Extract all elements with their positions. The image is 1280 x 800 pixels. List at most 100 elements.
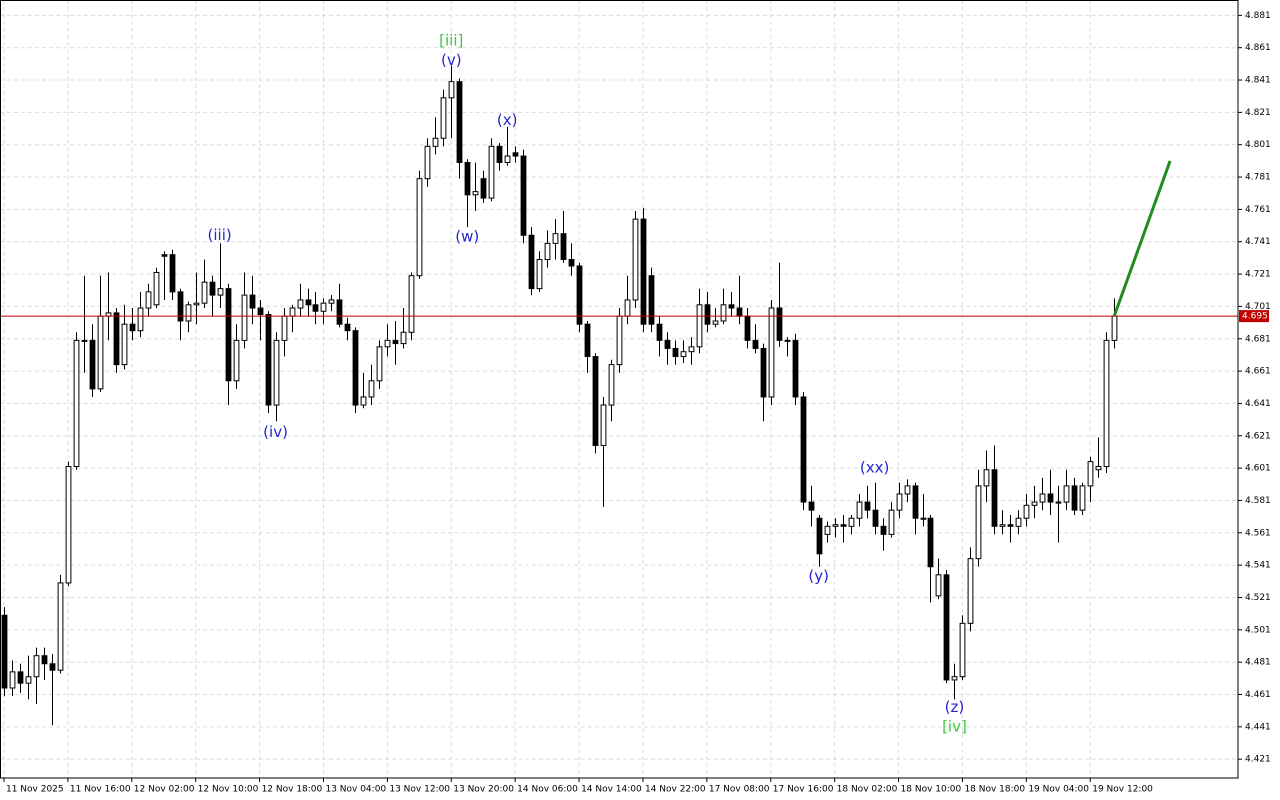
candle-body: [664, 339, 671, 349]
y-tick-label: 4.641: [1245, 399, 1271, 409]
candle-body: [241, 294, 248, 341]
x-tick-label: 13 Nov 20:00: [453, 785, 514, 795]
candle-body: [81, 339, 88, 342]
y-tick-label: 4.741: [1245, 237, 1271, 247]
candle-body: [456, 81, 463, 164]
x-tick-label: 12 Nov 10:00: [198, 785, 259, 795]
y-tick-label: 4.441: [1245, 722, 1271, 732]
y-tick-label: 4.521: [1245, 593, 1271, 603]
candle-body: [672, 347, 679, 358]
candle-body: [488, 145, 495, 199]
wave-label: (iii): [208, 226, 232, 244]
candle-body: [1063, 485, 1070, 503]
candle-body: [416, 178, 423, 277]
candle-body: [608, 364, 615, 406]
candle-body: [297, 299, 304, 309]
x-tick-label: 19 Nov 12:00: [1092, 785, 1153, 795]
candle-body: [1087, 461, 1094, 487]
candle-body: [33, 655, 40, 678]
candle-body: [129, 323, 136, 332]
candle-body: [161, 254, 168, 257]
x-tick-label: 12 Nov 18:00: [262, 785, 323, 795]
candle-body: [856, 501, 863, 519]
candle-body: [97, 315, 104, 390]
current-price-box: [1239, 310, 1269, 323]
y-tick-label: 4.881: [1245, 11, 1271, 21]
candle-body: [824, 525, 831, 535]
candle-body: [792, 339, 799, 398]
candle-body: [17, 671, 24, 684]
y-tick-label: 4.701: [1245, 302, 1271, 312]
candle-body: [480, 178, 487, 199]
x-tick-label: 12 Nov 02:00: [134, 785, 195, 795]
candle-body: [712, 320, 719, 325]
candle-body: [544, 242, 551, 261]
candle-body: [273, 339, 280, 406]
y-tick-label: 4.721: [1245, 270, 1271, 280]
y-tick-label: 4.801: [1245, 140, 1271, 150]
candle-body: [344, 323, 351, 332]
candle-body: [9, 671, 16, 689]
wave-label: (z): [945, 698, 965, 716]
candle-body: [113, 312, 120, 366]
candle-body: [568, 259, 575, 267]
candle-body: [840, 524, 847, 527]
candle-body: [872, 509, 879, 527]
candle-body: [680, 351, 687, 358]
x-tick-label: 17 Nov 08:00: [709, 785, 770, 795]
candle-body: [600, 404, 607, 446]
candle-body: [512, 152, 519, 157]
wave-label: (x): [497, 111, 518, 129]
candle-body: [281, 315, 288, 341]
candle-body: [352, 330, 359, 406]
candle-body: [233, 339, 240, 382]
candle-body: [744, 315, 751, 341]
y-tick-label: 4.501: [1245, 625, 1271, 635]
candle-body: [312, 304, 319, 312]
candle-body: [249, 294, 256, 309]
candle-body: [536, 259, 543, 290]
candle-body: [520, 155, 527, 236]
candle-body: [896, 493, 903, 511]
candle-body: [728, 304, 735, 309]
candle-body: [432, 137, 439, 147]
candle-body: [289, 307, 296, 317]
candle-body: [975, 485, 982, 560]
candle-body: [648, 275, 655, 325]
x-tick-label: 14 Nov 14:00: [581, 785, 642, 795]
candle-body: [137, 307, 144, 332]
candle-body: [41, 655, 48, 665]
candle-body: [720, 304, 727, 322]
x-tick-label: 11 Nov 16:00: [70, 785, 131, 795]
candle-body: [848, 517, 855, 527]
candle-body: [496, 145, 503, 164]
candle-body: [927, 517, 934, 568]
y-tick-label: 4.621: [1245, 431, 1271, 441]
candle-body: [1055, 501, 1062, 504]
candle-body: [201, 281, 208, 304]
candle-body: [57, 582, 64, 671]
y-tick-label: 4.681: [1245, 334, 1271, 344]
x-tick-label: 18 Nov 02:00: [837, 785, 898, 795]
x-tick-label: 17 Nov 16:00: [773, 785, 834, 795]
candle-body: [576, 265, 583, 325]
wave-label: (v): [441, 51, 462, 69]
y-tick-label: 4.821: [1245, 108, 1271, 118]
candle-body: [1111, 315, 1118, 341]
candle-body: [408, 275, 415, 333]
y-tick-label: 4.581: [1245, 496, 1271, 506]
plot-border: [0, 0, 1239, 779]
candle-body: [951, 676, 958, 681]
wave-label: [iv]: [942, 717, 967, 735]
candle-body: [864, 501, 871, 511]
candle-body: [632, 218, 639, 301]
candle-body: [1039, 493, 1046, 503]
candle-body: [448, 81, 455, 99]
y-tick-label: 4.601: [1245, 464, 1271, 474]
candle-body: [73, 339, 80, 467]
candle-body: [920, 517, 927, 520]
candle-body: [217, 288, 224, 296]
candle-body: [209, 281, 216, 296]
y-tick-label: 4.781: [1245, 173, 1271, 183]
